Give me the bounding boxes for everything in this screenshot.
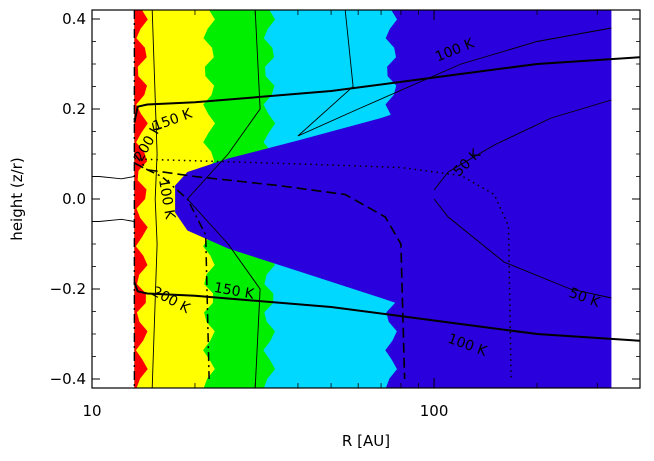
x-axis-title: R [AU] <box>342 432 390 450</box>
y-tick-label: 0.4 <box>62 10 86 28</box>
dashed-boundary <box>134 162 406 380</box>
y-tick-label: −0.4 <box>50 370 86 388</box>
contour-label: 150 K <box>213 280 256 303</box>
temperature-contour <box>151 9 158 389</box>
temperature-contour <box>433 99 612 191</box>
x-tick-label: 100 <box>420 402 449 420</box>
y-axis-title: height (z/r) <box>8 157 26 240</box>
dashdot-boundary <box>133 153 210 380</box>
lower-surface <box>133 281 641 342</box>
temperature-contour <box>433 198 612 299</box>
y-tick-label: 0.0 <box>62 190 86 208</box>
contour-label: 100 K <box>155 178 178 221</box>
y-tick-label: 0.2 <box>62 100 86 118</box>
upper-surface <box>133 56 641 123</box>
plot-area <box>92 10 640 388</box>
x-tick-label: 10 <box>82 402 101 420</box>
y-tick-label: −0.2 <box>50 280 86 298</box>
dotted-boundary <box>134 157 512 380</box>
temperature-contour <box>297 9 612 137</box>
cold-wedge <box>175 10 612 388</box>
axes: −0.4 −0.2 0.0 0.2 0.4 10 100 <box>50 10 641 420</box>
